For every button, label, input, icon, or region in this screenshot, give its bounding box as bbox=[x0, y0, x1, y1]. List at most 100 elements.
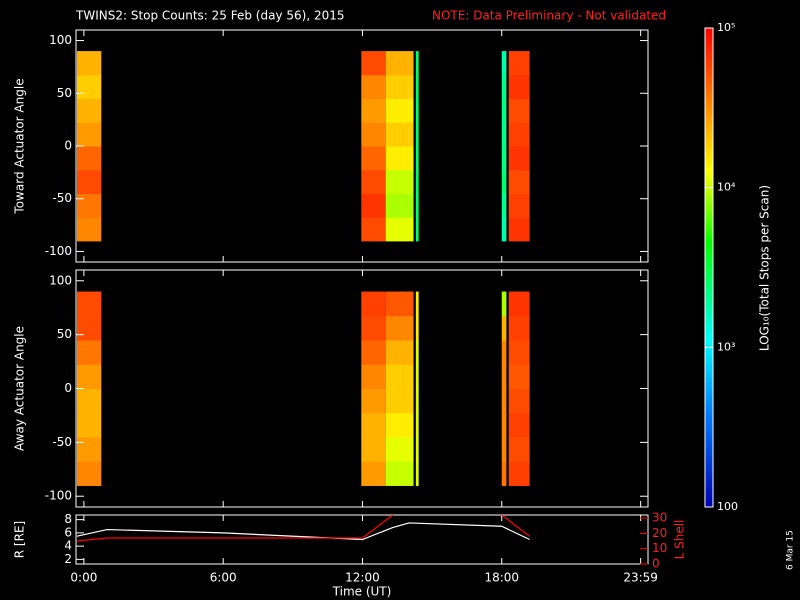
heatmap-cell bbox=[76, 436, 102, 462]
heatmap-cell bbox=[361, 51, 386, 76]
series-line bbox=[76, 522, 530, 541]
heatmap-cell bbox=[501, 193, 507, 218]
heatmap-cell bbox=[361, 340, 386, 365]
heatmap-cell bbox=[385, 217, 414, 242]
heatmap-cell bbox=[385, 461, 414, 486]
heatmap-cell bbox=[501, 74, 507, 100]
colorbar-tick-label: 100 bbox=[717, 500, 738, 513]
heatmap-cell bbox=[501, 146, 507, 171]
heatmap-cell bbox=[501, 436, 507, 462]
y-tick-label: 100 bbox=[49, 33, 72, 47]
heatmap-cell bbox=[76, 315, 102, 341]
heatmap-cell bbox=[415, 461, 419, 486]
heatmap-cell bbox=[415, 146, 419, 171]
heatmap-cell bbox=[76, 169, 102, 194]
heatmap-cell bbox=[501, 340, 507, 365]
heatmap-cell bbox=[415, 193, 419, 218]
colorbar bbox=[704, 27, 714, 508]
heatmap-cell bbox=[361, 436, 386, 462]
heatmap-cell bbox=[415, 169, 419, 194]
heatmap-cell bbox=[501, 291, 507, 317]
heatmap-cell bbox=[76, 217, 102, 242]
y2-tick-label: 20 bbox=[652, 526, 667, 540]
heatmap-cell bbox=[361, 461, 386, 486]
heatmap-cell bbox=[501, 364, 507, 389]
heatmap-cell bbox=[501, 51, 507, 76]
heatmap-cell bbox=[508, 169, 530, 194]
y-tick-label: 50 bbox=[57, 327, 72, 341]
heatmap-cell bbox=[385, 291, 414, 317]
heatmap-cell bbox=[361, 315, 386, 341]
heatmap-cell bbox=[361, 388, 386, 414]
y-tick-label: -100 bbox=[45, 489, 72, 503]
heatmap-cell bbox=[501, 412, 507, 438]
colorbar-tick-label: 10⁴ bbox=[717, 181, 736, 194]
heatmap-cell bbox=[361, 98, 386, 123]
heatmap-cell bbox=[76, 98, 102, 123]
colorbar-label: LOG₁₀(Total Stops per Scan) bbox=[758, 185, 772, 351]
heatmap-cell bbox=[501, 315, 507, 341]
heatmap-cell bbox=[385, 51, 414, 76]
heatmap-cell bbox=[501, 217, 507, 242]
heatmap-cell bbox=[385, 364, 414, 389]
date-stamp: 6 Mar 15 bbox=[786, 530, 796, 570]
heatmap-cell bbox=[508, 461, 530, 486]
y-tick-label: 0 bbox=[64, 139, 72, 153]
x-tick-label: 12:00 bbox=[345, 571, 380, 585]
heatmap-cell bbox=[361, 364, 386, 389]
heatmap-cell bbox=[508, 98, 530, 123]
y-tick-label: 100 bbox=[49, 273, 72, 287]
y2-tick-label: 0 bbox=[652, 557, 660, 571]
heatmap-cell bbox=[508, 340, 530, 365]
heatmap-cell bbox=[415, 217, 419, 242]
heatmap-cell bbox=[361, 193, 386, 218]
heatmap-cell bbox=[415, 74, 419, 100]
y-tick-label: -100 bbox=[45, 244, 72, 258]
heatmap-cell bbox=[415, 364, 419, 389]
heatmap-cell bbox=[76, 74, 102, 100]
heatmap-cell bbox=[508, 74, 530, 100]
heatmap-cell bbox=[415, 436, 419, 462]
y2-tick-label: 10 bbox=[652, 541, 667, 555]
y-tick-label: 50 bbox=[57, 86, 72, 100]
heatmap-cell bbox=[385, 169, 414, 194]
heatmap-cell bbox=[76, 388, 102, 414]
heatmap-cell bbox=[385, 98, 414, 123]
heatmap-cell bbox=[508, 146, 530, 171]
heatmap-cell bbox=[501, 169, 507, 194]
heatmap-cell bbox=[508, 51, 530, 76]
heatmap-cell bbox=[508, 388, 530, 414]
heatmap-cell bbox=[415, 291, 419, 317]
heatmap-cell bbox=[508, 412, 530, 438]
heatmap-cell bbox=[508, 315, 530, 341]
heatmap-cell bbox=[385, 146, 414, 171]
heatmap-cell bbox=[76, 461, 102, 486]
heatmap-cell bbox=[361, 169, 386, 194]
colorbar-tick-label: 10³ bbox=[717, 340, 735, 353]
heatmap-cell bbox=[508, 436, 530, 462]
y-axis-label: Away Actuator Angle bbox=[13, 326, 27, 451]
heatmap-cell bbox=[415, 388, 419, 414]
heatmap-cell bbox=[385, 388, 414, 414]
y-axis-label: Toward Actuator Angle bbox=[13, 78, 27, 214]
heatmap-cell bbox=[361, 217, 386, 242]
heatmap-cell bbox=[76, 412, 102, 438]
y-tick-label: 2 bbox=[64, 552, 72, 566]
x-tick-label: 6:00 bbox=[210, 571, 237, 585]
heatmap-cell bbox=[501, 461, 507, 486]
y-tick-label: 0 bbox=[64, 381, 72, 395]
x-tick-label: 0:00 bbox=[70, 571, 97, 585]
y-tick-label: -50 bbox=[52, 435, 72, 449]
heatmap-cell bbox=[501, 98, 507, 123]
heatmap-cell bbox=[76, 51, 102, 76]
heatmap-cell bbox=[415, 51, 419, 76]
heatmap-cell bbox=[508, 364, 530, 389]
heatmap-cell bbox=[76, 340, 102, 365]
heatmap-cell bbox=[501, 388, 507, 414]
heatmap-cell bbox=[415, 315, 419, 341]
y2-tick-label: 30 bbox=[652, 511, 667, 525]
x-tick-label: 18:00 bbox=[484, 571, 519, 585]
y2-axis-label: L Shell bbox=[673, 520, 687, 560]
y-tick-label: 4 bbox=[64, 539, 72, 553]
